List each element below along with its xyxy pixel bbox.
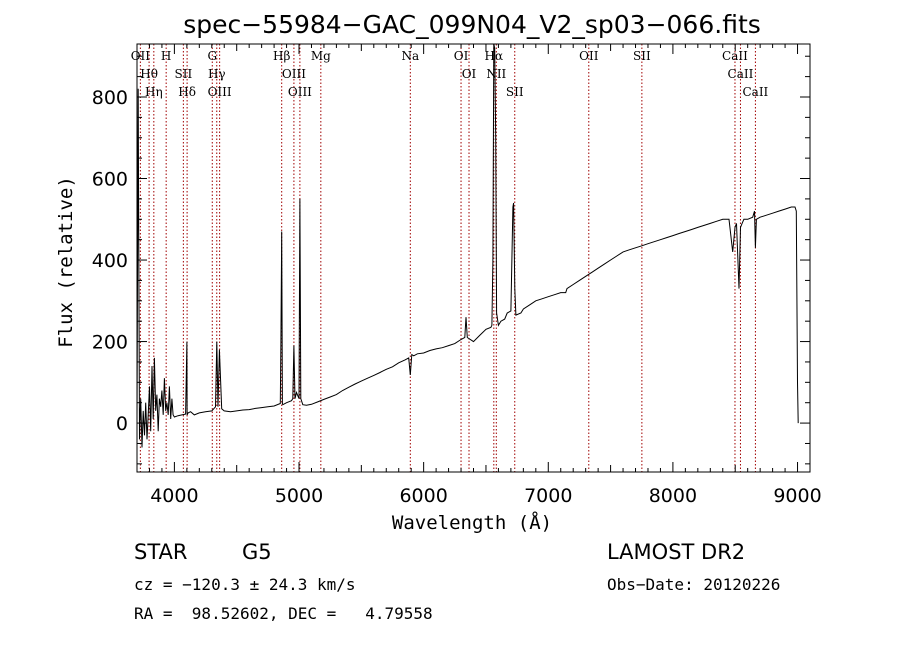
x-tick-label: 8000 (649, 485, 697, 507)
line-label-9: OIII (288, 85, 312, 99)
survey-name: LAMOST DR2 (607, 540, 746, 564)
line-label-20: SII (633, 49, 651, 63)
line-label-7: G (207, 49, 217, 63)
spectral-line-markers (139, 44, 756, 472)
line-label-12: Mg (311, 49, 331, 63)
coordinates-readout: RA = 98.52602, DEC = 4.79558 (134, 604, 433, 623)
line-label-4: SII (175, 67, 193, 81)
line-label-19: OII (579, 49, 599, 63)
x-axis-label: Wavelength (Å) (392, 511, 552, 534)
line-label-22: CaII (728, 67, 754, 81)
line-label-15: OI (454, 49, 469, 63)
observation-date: Obs−Date: 20120226 (607, 575, 781, 594)
y-tick-label: 0 (116, 413, 128, 435)
y-tick-label: 400 (92, 250, 128, 272)
line-label-18: NII (486, 67, 506, 81)
line-label-17: SII (506, 85, 524, 99)
y-axis-label: Flux (relative) (55, 176, 77, 348)
x-tick-label: 9000 (773, 485, 821, 507)
line-label-5: Hδ (178, 85, 196, 99)
plot-frame (136, 43, 811, 473)
line-label-2: Hη (145, 85, 163, 99)
x-tick-label: 6000 (399, 485, 447, 507)
line-label-10: Hβ (273, 49, 290, 63)
line-label-11: OIII (282, 67, 306, 81)
object-subclass: G5 (242, 540, 272, 564)
x-tick-label: 4000 (150, 485, 198, 507)
line-label-23: CaII (722, 49, 748, 63)
line-label-8: OIII (208, 85, 232, 99)
line-label-21: CaII (742, 85, 768, 99)
x-tick-label: 7000 (524, 485, 572, 507)
object-class: STAR (134, 540, 188, 564)
y-tick-label: 600 (92, 169, 128, 191)
line-label-3: H (161, 49, 171, 63)
redshift-readout: cz = −120.3 ± 24.3 km/s (134, 575, 356, 594)
spectrum-series-line (136, 43, 799, 448)
y-tick-label: 200 (92, 332, 128, 354)
line-label-6: Hγ (208, 67, 226, 81)
x-tick-label: 5000 (275, 485, 323, 507)
chart-title: spec−55984−GAC_099N04_V2_sp03−066.fits (183, 10, 761, 39)
y-tick-label: 800 (92, 87, 128, 109)
line-label-13: Na (401, 49, 419, 63)
axis-ticks: 4000 5000 6000 7000 8000 9000 0 200 400 600 800 (92, 44, 822, 507)
line-label-0: Hθ (140, 67, 158, 81)
line-label-14: OI (462, 67, 477, 81)
